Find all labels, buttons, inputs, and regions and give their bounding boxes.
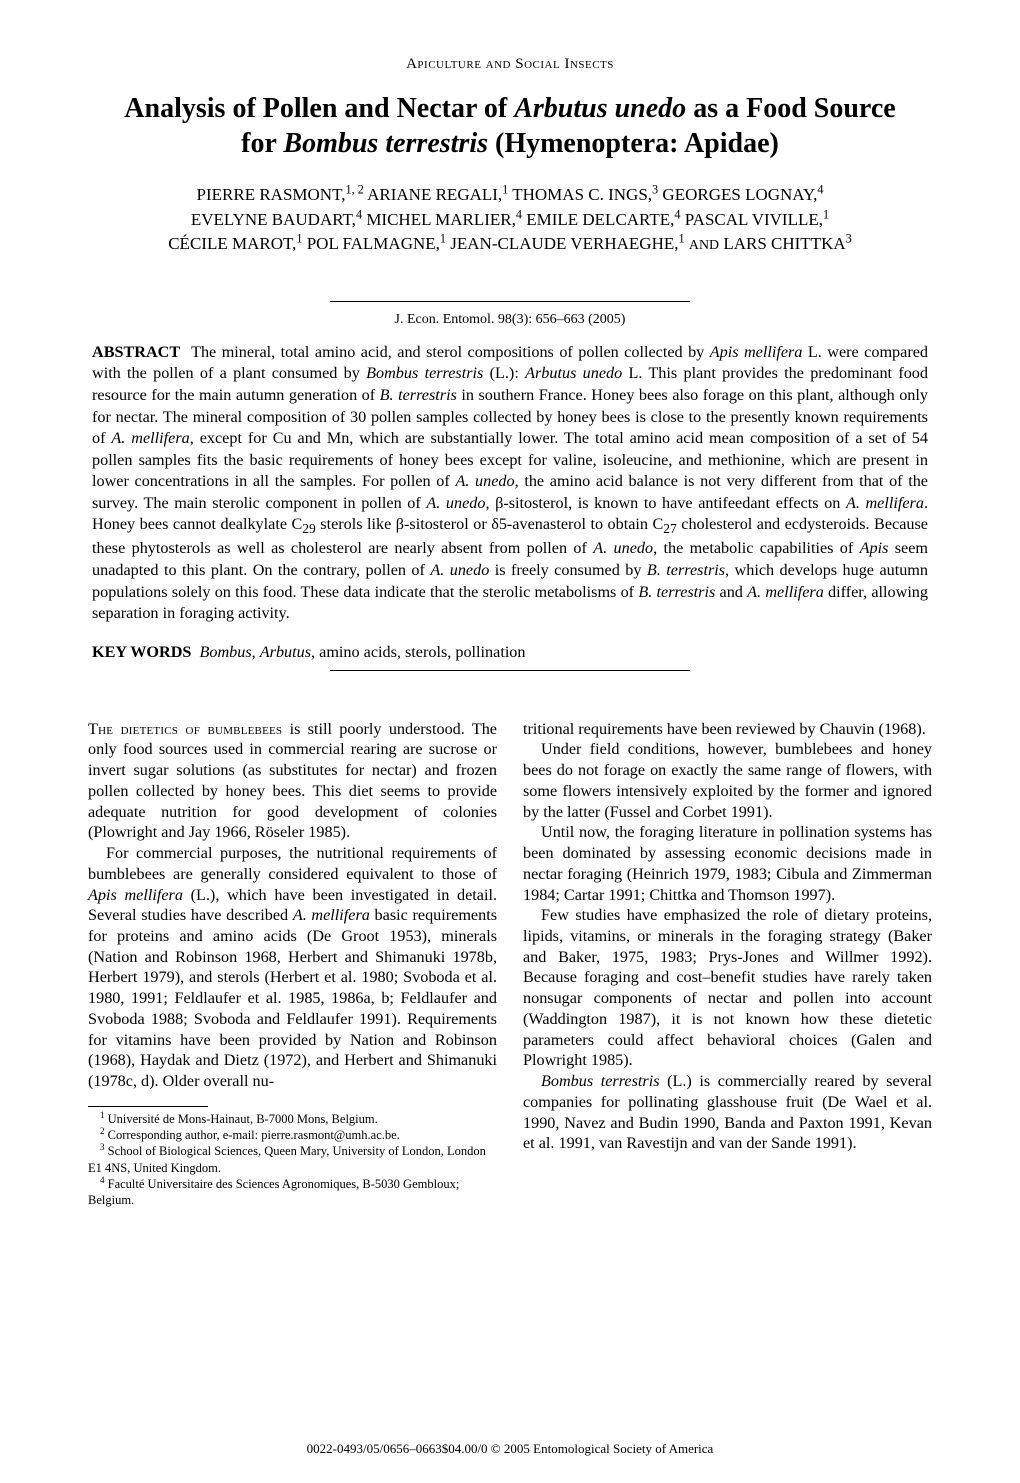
- divider-top: [330, 301, 690, 302]
- divider-bottom: [330, 670, 690, 671]
- body-paragraph: Few studies have emphasized the role of …: [523, 905, 932, 1071]
- column-right: tritional requirements have been reviewe…: [523, 719, 932, 1209]
- article-title: Analysis of Pollen and Nectar of Arbutus…: [108, 91, 912, 161]
- footnote-rule: [88, 1106, 208, 1107]
- abstract-text: The mineral, total amino acid, and stero…: [92, 343, 928, 622]
- body-paragraph: Under field conditions, however, bumbleb…: [523, 739, 932, 822]
- section-label: Apiculture and Social Insects: [88, 56, 932, 73]
- keywords-label: KEY WORDS: [92, 643, 191, 661]
- copyright-line: 0022-0493/05/0656–0663$04.00/0 © 2005 En…: [0, 1441, 1020, 1457]
- footnote: 4 Faculté Universitaire des Sciences Agr…: [88, 1176, 497, 1209]
- body-paragraph: The dietetics of bumblebees is still poo…: [88, 719, 497, 843]
- body-paragraph: Until now, the foraging literature in po…: [523, 822, 932, 905]
- journal-citation: J. Econ. Entomol. 98(3): 656–663 (2005): [88, 312, 932, 328]
- body-paragraph: For commercial purposes, the nutritional…: [88, 843, 497, 1092]
- keywords-text: Bombus, Arbutus, amino acids, sterols, p…: [191, 643, 525, 661]
- body-paragraph: Bombus terrestris (L.) is commercially r…: [523, 1071, 932, 1154]
- body-columns: The dietetics of bumblebees is still poo…: [88, 719, 932, 1209]
- body-paragraph: tritional requirements have been reviewe…: [523, 719, 932, 740]
- footnote: 1 Université de Mons-Hainaut, B-7000 Mon…: [88, 1111, 497, 1127]
- page: Apiculture and Social Insects Analysis o…: [0, 0, 1020, 1483]
- column-left: The dietetics of bumblebees is still poo…: [88, 719, 497, 1209]
- keywords-block: KEY WORDS Bombus, Arbutus, amino acids, …: [92, 643, 928, 662]
- footnote: 3 School of Biological Sciences, Queen M…: [88, 1143, 497, 1176]
- abstract-label: ABSTRACT: [92, 343, 180, 361]
- author-list: PIERRE RASMONT,1, 2 ARIANE REGALI,1 THOM…: [104, 183, 916, 257]
- footnotes: 1 Université de Mons-Hainaut, B-7000 Mon…: [88, 1111, 497, 1209]
- abstract-block: ABSTRACT The mineral, total amino acid, …: [92, 342, 928, 625]
- footnote: 2 Corresponding author, e-mail: pierre.r…: [88, 1127, 497, 1143]
